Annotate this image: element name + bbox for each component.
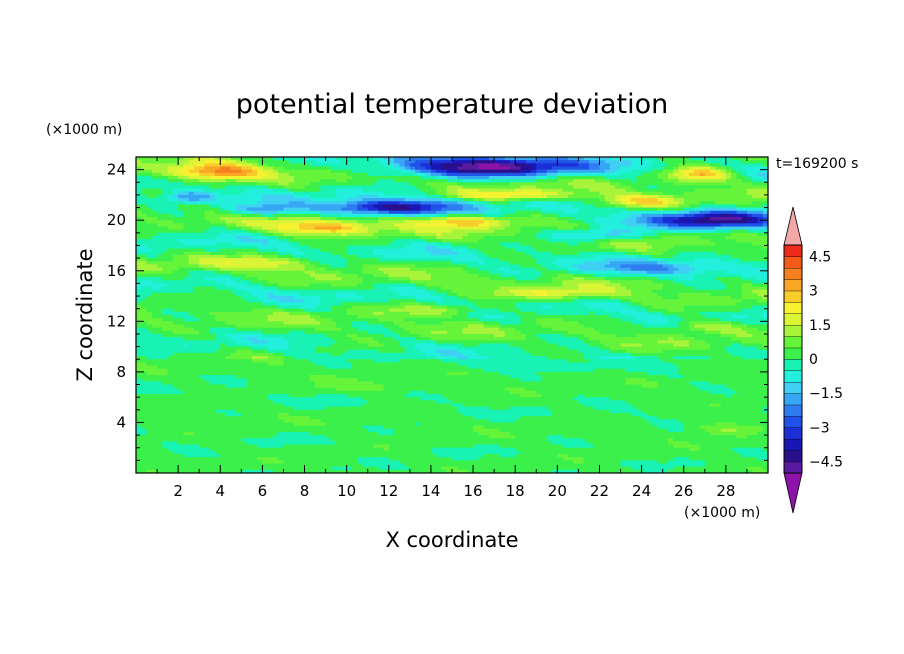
x-tick-label: 22	[590, 482, 609, 500]
x-tick-label: 20	[548, 482, 567, 500]
colorbar-swatch	[783, 450, 803, 463]
colorbar-swatch	[783, 301, 803, 315]
chart-title: potential temperature deviation	[236, 89, 668, 120]
colorbar-label: 3	[809, 284, 818, 300]
colorbar-under-arrow	[783, 472, 803, 514]
colorbar-swatch	[783, 427, 803, 440]
colorbar-swatch	[783, 415, 803, 429]
y-tick-label: 24	[107, 161, 126, 179]
x-tick-label: 8	[300, 482, 310, 500]
contour-field	[136, 157, 768, 473]
colorbar-swatch	[783, 347, 803, 360]
colorbar-swatch	[783, 438, 803, 451]
colorbar-swatch	[783, 370, 803, 383]
colorbar-swatch	[783, 256, 803, 269]
colorbar-label: 0	[809, 352, 818, 368]
colorbar-swatch	[783, 324, 803, 337]
x-tick-label: 24	[632, 482, 651, 500]
x-tick-label: 2	[173, 482, 183, 500]
colorbar-swatch	[783, 358, 803, 372]
colorbar-swatch	[783, 244, 803, 258]
x-axis: 2 4 6 8 10 12 14 16 18 20 22 24 26 28	[156, 157, 748, 500]
y-tick-label: 4	[116, 413, 126, 431]
y-tick-label: 20	[107, 211, 126, 229]
x-axis-title: X coordinate	[385, 528, 518, 552]
colorbar-label: −4.5	[809, 455, 843, 471]
x-tick-label: 28	[716, 482, 735, 500]
time-label: t=169200 s	[776, 156, 858, 172]
x-tick-label: 6	[258, 482, 268, 500]
x-tick-label: 16	[464, 482, 483, 500]
colorbar-swatch	[783, 404, 803, 417]
y-unit-label: (×1000 m)	[46, 122, 122, 138]
colorbar-over-arrow	[783, 206, 803, 246]
colorbar-frame	[783, 244, 803, 474]
colorbar-label: −3	[809, 420, 830, 436]
x-unit-label: (×1000 m)	[684, 505, 760, 521]
y-tick-label: 16	[107, 262, 126, 280]
colorbar-swatch	[783, 313, 803, 326]
colorbar-swatch	[783, 267, 803, 280]
colorbar-swatch	[783, 336, 803, 349]
colorbar-label: 4.5	[809, 249, 831, 265]
colorbar-swatch	[783, 381, 803, 394]
x-tick-label: 10	[337, 482, 356, 500]
colorbar: 4.5 3 1.5 0 −1.5 −3 −4.5	[783, 206, 843, 514]
colorbar-swatch	[783, 393, 803, 406]
x-tick-label: 18	[506, 482, 525, 500]
y-axis: 4 8 12 16 20 24	[107, 161, 768, 461]
x-tick-label: 4	[215, 482, 225, 500]
x-tick-label: 26	[674, 482, 693, 500]
colorbar-swatch	[783, 290, 803, 303]
y-axis-title: Z coordinate	[73, 248, 97, 381]
y-tick-label: 8	[116, 363, 126, 381]
x-tick-label: 14	[421, 482, 440, 500]
y-tick-label: 12	[107, 312, 126, 330]
x-tick-label: 12	[379, 482, 398, 500]
colorbar-label: 1.5	[809, 318, 831, 334]
colorbar-label: −1.5	[809, 386, 843, 402]
colorbar-swatch	[783, 279, 803, 292]
colorbar-swatch	[783, 461, 803, 474]
